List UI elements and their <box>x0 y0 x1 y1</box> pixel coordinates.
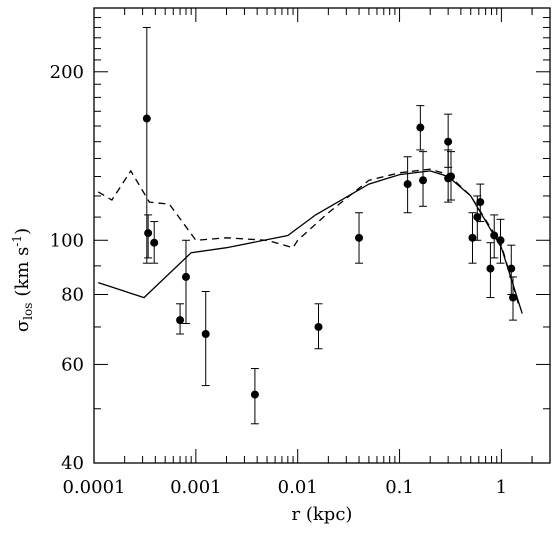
plot-frame <box>93 7 551 464</box>
data-point-group <box>314 303 323 350</box>
data-point <box>142 114 151 123</box>
data-point <box>355 233 364 242</box>
data-point <box>509 293 518 302</box>
data-point <box>447 172 456 181</box>
data-point <box>314 322 323 331</box>
data-point <box>250 390 259 399</box>
y-tick-label: 200 <box>50 62 84 83</box>
data-point <box>201 330 210 339</box>
x-tick-label: 0.1 <box>385 477 414 498</box>
y-tick-label: 40 <box>61 453 84 474</box>
data-point <box>444 137 453 146</box>
x-tick-label: 0.01 <box>278 477 318 498</box>
data-point-group <box>496 218 505 264</box>
data-point <box>181 272 190 281</box>
data-point <box>419 176 428 185</box>
solid-model-line <box>97 170 523 314</box>
data-point <box>473 213 482 222</box>
x-axis-label: r (kpc) <box>292 504 353 525</box>
data-point-group <box>250 368 259 425</box>
data-point <box>176 316 185 325</box>
y-tick-label: 100 <box>50 230 84 251</box>
data-point-group <box>507 244 516 296</box>
y-axis-label: σlos (km s-1) <box>10 228 35 332</box>
data-point <box>150 238 159 247</box>
x-tick-label: 0.001 <box>170 477 222 498</box>
dashed-model-line <box>97 168 520 308</box>
data-point-group <box>142 26 151 264</box>
axes: 0.0001 0.001 0.01 0.1 1 40 60 80 100 200 <box>50 7 551 498</box>
data-point <box>476 198 485 207</box>
data-point <box>507 264 516 273</box>
data-point-group <box>509 276 518 321</box>
data-point-group <box>403 156 412 214</box>
data-point-group <box>419 151 428 207</box>
data-point <box>490 231 499 240</box>
y-axis-label-subscript: los <box>21 303 35 320</box>
data-point-group <box>355 212 364 264</box>
data-point-group <box>144 214 153 259</box>
y-tick-label: 80 <box>61 285 84 306</box>
data-point <box>496 236 505 245</box>
chart-marks <box>97 26 523 425</box>
x-tick-label: 0.0001 <box>63 477 126 498</box>
y-axis-label-close: ) <box>12 228 33 235</box>
data-point-group <box>486 242 495 299</box>
data-point <box>416 123 425 132</box>
data-point-group <box>150 221 159 264</box>
data-point-group <box>490 214 499 259</box>
data-point-group <box>181 239 190 325</box>
data-point <box>144 229 153 238</box>
data-point <box>403 180 412 189</box>
y-axis-label-symbol: σ <box>12 320 33 332</box>
data-point-group <box>201 290 210 387</box>
y-tick-label: 60 <box>61 354 84 375</box>
data-point-group <box>447 151 456 201</box>
x-tick-label: 1 <box>496 477 507 498</box>
data-point-group <box>476 183 485 223</box>
y-axis-label-unit: (km s <box>12 247 33 297</box>
data-point <box>486 264 495 273</box>
data-point-group <box>416 105 425 151</box>
y-axis-label-exponent: -1 <box>10 235 24 247</box>
data-point-group <box>176 303 185 335</box>
